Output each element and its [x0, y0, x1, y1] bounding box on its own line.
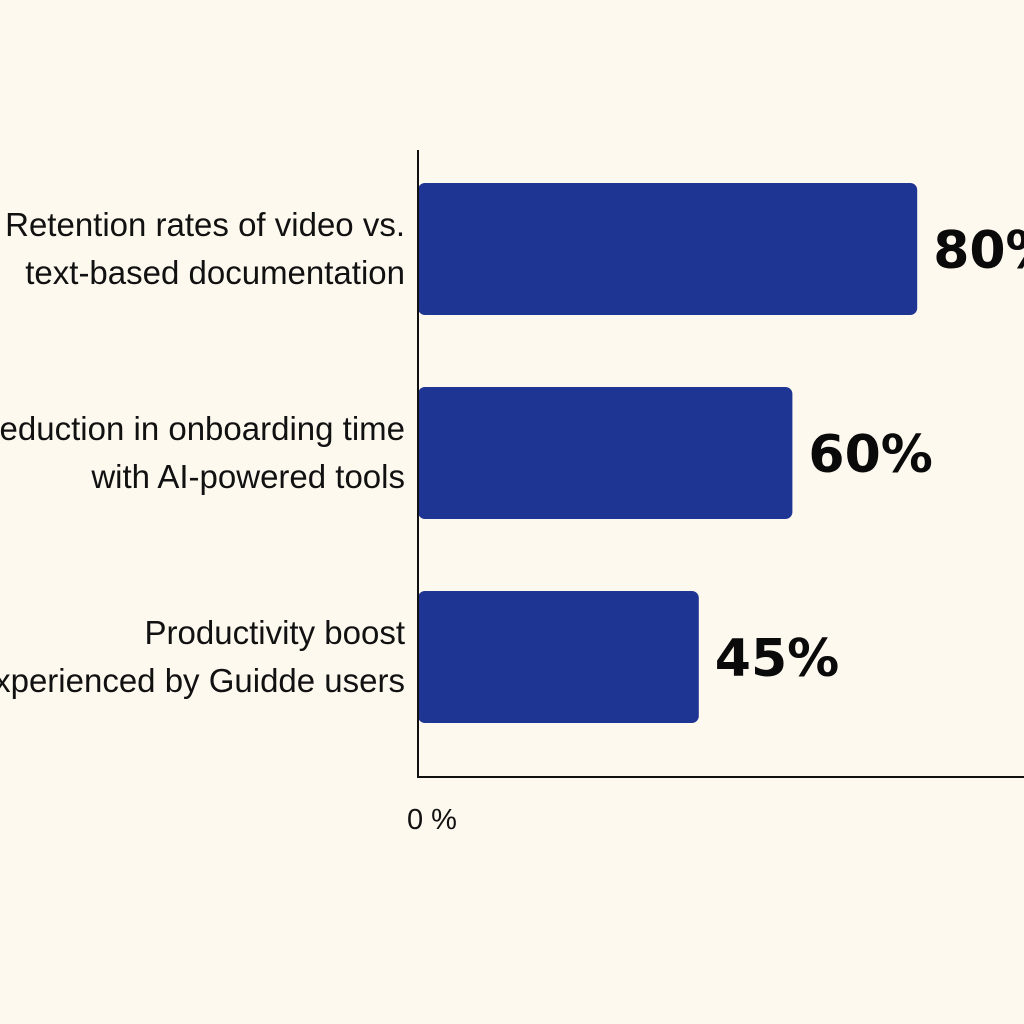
bar-1 — [418, 183, 918, 315]
bars-layer — [418, 183, 918, 723]
bar-2 — [418, 387, 793, 519]
value-label-1: 80% — [933, 221, 1024, 281]
value-label-2: 60% — [808, 425, 932, 485]
category-label-3-line-1: Productivity boost — [145, 614, 405, 651]
category-labels-layer: Retention rates of video vs. text-based d… — [0, 206, 405, 699]
category-label-2-line-2: with AI-powered tools — [90, 458, 405, 495]
value-labels-layer: 80% 60% 45% — [715, 221, 1024, 689]
category-label-3-line-2: experienced by Guidde users — [0, 662, 405, 699]
category-label-2-line-1: Reduction in onboarding time — [0, 410, 405, 447]
x-tick-label-zero: 0 % — [407, 804, 457, 836]
category-label-1-line-2: text-based documentation — [25, 254, 405, 291]
bar-3 — [418, 591, 699, 723]
value-label-3: 45% — [715, 629, 839, 689]
category-label-1-line-1: Retention rates of video vs. — [5, 206, 405, 243]
